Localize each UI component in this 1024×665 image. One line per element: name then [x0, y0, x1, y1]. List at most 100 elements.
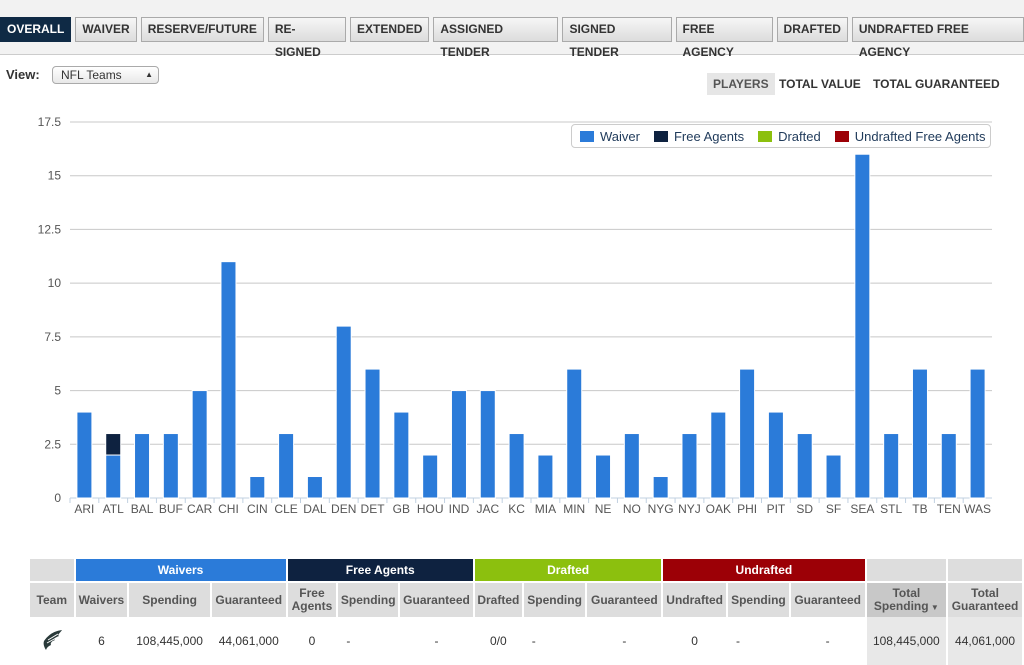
col-guaranteed[interactable]: Guaranteed	[400, 581, 473, 617]
x-tick-label: ATL	[103, 502, 124, 516]
bar-cin-waiver[interactable]	[249, 476, 266, 499]
metric-total-guaranteed[interactable]: TOTAL GUARANTEED	[873, 77, 1000, 91]
tab-signed-tender[interactable]: SIGNED TENDER	[562, 17, 672, 59]
cell-total-spending: 108,445,000	[866, 617, 947, 665]
bar-ne-waiver[interactable]	[595, 454, 612, 499]
bar-gb-waiver[interactable]	[393, 411, 410, 499]
bar-oak-waiver[interactable]	[710, 411, 727, 499]
col-total-spending[interactable]: Total Spending ▼	[866, 581, 947, 617]
header-label: Spending	[527, 592, 582, 607]
tab-overall[interactable]: OVERALL	[0, 17, 72, 42]
header-label: Drafted	[477, 592, 520, 607]
col-team[interactable]: Team	[30, 581, 74, 617]
bar-sea-waiver[interactable]	[854, 153, 871, 499]
x-tick-label: CLE	[274, 502, 297, 516]
bar-stl-waiver[interactable]	[883, 433, 900, 499]
bar-min-waiver[interactable]	[566, 368, 583, 499]
col-spending[interactable]: Spending	[728, 581, 789, 617]
legend-item[interactable]: Drafted	[758, 129, 821, 144]
bar-was-waiver[interactable]	[969, 368, 986, 499]
bar-atl-waiver[interactable]	[105, 454, 122, 499]
bar-cle-waiver[interactable]	[278, 433, 295, 499]
legend-item[interactable]: Undrafted Free Agents	[834, 129, 986, 144]
col-spending[interactable]: Spending	[523, 581, 586, 617]
col-spending[interactable]: Spending	[338, 581, 399, 617]
cell-free-agents: 0	[308, 634, 316, 648]
x-tick-label: DAL	[303, 502, 327, 516]
bar-ari-waiver[interactable]	[76, 411, 93, 499]
chart-legend: Waiver Free Agents Drafted Undrafted Free A…	[571, 124, 991, 148]
col-drafted[interactable]: Drafted	[474, 581, 522, 617]
bar-nyg-waiver[interactable]	[652, 476, 669, 499]
bar-ten-waiver[interactable]	[940, 433, 957, 499]
bar-nyj-waiver[interactable]	[681, 433, 698, 499]
tab-assigned-tender[interactable]: ASSIGNED TENDER	[433, 17, 559, 59]
tab-free-agency[interactable]: FREE AGENCY	[675, 17, 773, 59]
y-tick-label: 12.5	[38, 222, 62, 236]
bar-mia-waiver[interactable]	[537, 454, 554, 499]
col-free-agents[interactable]: Free Agents	[287, 581, 337, 617]
x-tick-label: TEN	[937, 502, 961, 516]
x-tick-label: JAC	[476, 502, 499, 516]
col-waivers[interactable]: Waivers	[75, 581, 128, 617]
legend-item[interactable]: Free Agents	[653, 129, 744, 144]
col-spending[interactable]: Spending	[129, 581, 210, 617]
bar-no-waiver[interactable]	[623, 433, 640, 499]
group-undrafted: Undrafted	[663, 559, 865, 581]
col-undrafted[interactable]: Undrafted	[663, 581, 727, 617]
bar-bal-waiver[interactable]	[134, 433, 151, 499]
x-tick-label: OAK	[706, 502, 731, 516]
header-label: Guaranteed	[403, 592, 470, 607]
tab-bar: OVERALL WAIVER RESERVE/FUTURE RE-SIGNED EXTE…	[0, 0, 1024, 59]
bar-jac-waiver[interactable]	[479, 390, 496, 499]
bar-den-waiver[interactable]	[335, 325, 352, 499]
x-tick-label: NE	[595, 502, 612, 516]
bar-car-waiver[interactable]	[191, 390, 208, 499]
y-tick-label: 0	[54, 491, 61, 505]
legend-swatch	[653, 130, 668, 142]
bar-dal-waiver[interactable]	[306, 476, 323, 499]
col-total-guaranteed[interactable]: Total Guaranteed	[948, 581, 1022, 617]
col-guaranteed[interactable]: Guaranteed	[211, 581, 286, 617]
x-tick-label: SD	[796, 502, 813, 516]
sort-down-icon: ▼	[928, 602, 939, 612]
tab-undrafted-free-agency[interactable]: UNDRAFTED FREE AGENCY	[851, 17, 1024, 59]
header-label: Free Agents	[291, 586, 333, 613]
col-guaranteed[interactable]: Guaranteed	[790, 581, 865, 617]
tab-reserve-future[interactable]: RESERVE/FUTURE	[140, 17, 264, 42]
group-blank	[866, 559, 947, 581]
bar-sf-waiver[interactable]	[825, 454, 842, 499]
x-tick-label: CHI	[218, 502, 239, 516]
tab-re-signed[interactable]: RE-SIGNED	[267, 17, 347, 59]
x-tick-label: SF	[826, 502, 841, 516]
bar-kc-waiver[interactable]	[508, 433, 525, 499]
tab-drafted[interactable]: DRAFTED	[776, 17, 848, 42]
cell-waivers: 6	[98, 634, 105, 648]
bar-chi-waiver[interactable]	[220, 261, 237, 499]
header-label: Total Spending	[873, 585, 929, 613]
bar-tb-waiver[interactable]	[911, 368, 928, 499]
bar-atl-free-agents[interactable]	[105, 433, 122, 456]
group-waivers: Waivers	[75, 559, 286, 581]
team-logo-eagles[interactable]	[30, 617, 74, 665]
x-tick-label: SEA	[850, 502, 874, 516]
bar-hou-waiver[interactable]	[422, 454, 439, 499]
cell-spending: -	[346, 634, 351, 648]
metric-players[interactable]: PLAYERS	[707, 73, 775, 95]
metric-total-value[interactable]: TOTAL VALUE	[779, 77, 861, 91]
header-label: Undrafted	[666, 592, 723, 607]
bar-pit-waiver[interactable]	[767, 411, 784, 499]
legend-item[interactable]: Waiver	[580, 129, 640, 144]
tab-waiver[interactable]: WAIVER	[75, 17, 137, 42]
bar-buf-waiver[interactable]	[162, 433, 179, 499]
tab-extended[interactable]: EXTENDED	[350, 17, 430, 42]
header-label: Spending	[731, 592, 786, 607]
col-guaranteed[interactable]: Guaranteed	[587, 581, 662, 617]
view-select[interactable]: NFL Teams ▲	[52, 66, 159, 84]
group-free-agents: Free Agents	[287, 559, 473, 581]
y-tick-label: 5	[54, 384, 61, 398]
bar-phi-waiver[interactable]	[739, 368, 756, 499]
bar-ind-waiver[interactable]	[450, 390, 467, 499]
bar-sd-waiver[interactable]	[796, 433, 813, 499]
bar-det-waiver[interactable]	[364, 368, 381, 499]
